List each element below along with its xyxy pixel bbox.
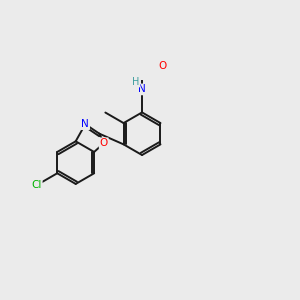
Text: N: N — [138, 84, 146, 94]
Text: O: O — [158, 61, 166, 71]
Text: Cl: Cl — [32, 180, 42, 190]
Text: H: H — [132, 76, 140, 87]
Text: O: O — [100, 138, 108, 148]
Text: N: N — [81, 119, 89, 129]
